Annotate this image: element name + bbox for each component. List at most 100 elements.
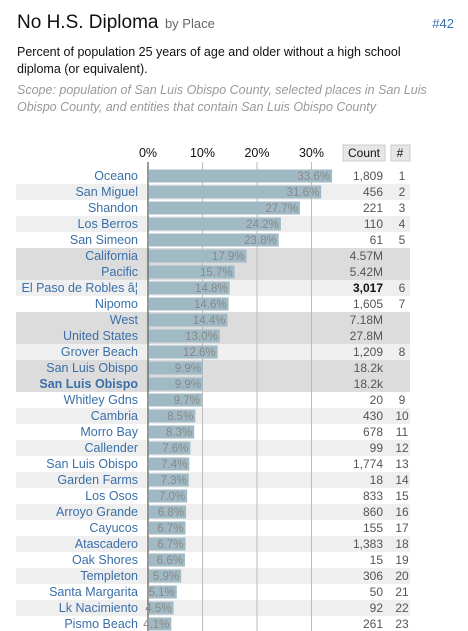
row-background xyxy=(16,408,410,424)
count-value: 50 xyxy=(370,585,384,599)
bar xyxy=(149,265,235,279)
bar-value-label: 27.7% xyxy=(265,203,298,215)
count-value: 4.57M xyxy=(350,249,383,263)
place-label: West xyxy=(110,313,139,327)
bar xyxy=(149,409,196,423)
count-value: 456 xyxy=(363,185,383,199)
place-label: Pismo Beach xyxy=(64,617,138,631)
bar-value-label: 9.9% xyxy=(175,363,201,375)
count-value: 20 xyxy=(370,393,384,407)
x-tick-label: 10% xyxy=(190,146,215,160)
place-label: Arroyo Grande xyxy=(56,505,138,519)
bar-value-label: 8.3% xyxy=(166,427,192,439)
place-label: California xyxy=(85,249,138,263)
count-header-box xyxy=(342,144,386,162)
place-label: Lk Nacimiento xyxy=(59,601,138,615)
bar-value-label: 12.6% xyxy=(183,347,216,359)
count-value: 5.42M xyxy=(350,265,383,279)
bar-value-label: 33.6% xyxy=(298,171,331,183)
bar xyxy=(149,169,333,183)
place-label: Shandon xyxy=(88,201,138,215)
place-label: Los Osos xyxy=(85,489,138,503)
bar xyxy=(149,505,187,519)
rank-value: 16 xyxy=(395,505,409,519)
rank-value: 13 xyxy=(395,457,409,471)
page-title: No H.S. Diploma xyxy=(17,12,159,33)
bar xyxy=(149,185,322,199)
bar-value-label: 7.0% xyxy=(159,491,185,503)
rank-column-header: # xyxy=(397,146,404,160)
bar xyxy=(149,345,218,359)
row-background xyxy=(16,440,410,456)
bar-value-label: 23.8% xyxy=(244,235,277,247)
bar-value-label: 7.4% xyxy=(161,459,187,471)
bar xyxy=(149,281,230,295)
count-value: 18.2k xyxy=(354,377,384,391)
bar xyxy=(149,457,190,471)
bar-value-label: 24.2% xyxy=(246,219,279,231)
place-label: Los Berros xyxy=(78,217,138,231)
bar xyxy=(149,361,203,375)
count-value: 1,774 xyxy=(353,457,383,471)
count-value: 1,605 xyxy=(353,297,383,311)
rank-value: 10 xyxy=(395,409,409,423)
count-value: 221 xyxy=(363,201,383,215)
place-label: Cambria xyxy=(91,409,138,423)
x-tick-label: 0% xyxy=(139,146,157,160)
rank-value: 9 xyxy=(399,393,406,407)
chart-description: Percent of population 25 years of age an… xyxy=(17,45,401,76)
bar xyxy=(149,329,220,343)
count-value: 92 xyxy=(370,601,384,615)
rank-value: 15 xyxy=(395,489,409,503)
bar xyxy=(149,537,186,551)
bar xyxy=(149,249,247,263)
place-label: Garden Farms xyxy=(57,473,138,487)
rank-value: 12 xyxy=(395,441,409,455)
bar-value-label: 9.9% xyxy=(175,379,201,391)
bar xyxy=(149,441,191,455)
place-label: San Luis Obispo xyxy=(39,377,138,391)
bar xyxy=(149,553,185,567)
place-label: San Luis Obispo xyxy=(46,361,138,375)
count-value: 110 xyxy=(364,217,383,231)
place-label: El Paso de Robles â¦ xyxy=(21,281,138,295)
count-value: 61 xyxy=(370,233,384,247)
bar-value-label: 6.7% xyxy=(157,539,183,551)
count-value: 27.8M xyxy=(350,329,383,343)
bar-value-label: 9.7% xyxy=(174,395,200,407)
count-value: 430 xyxy=(363,409,383,423)
place-label: Whitley Gdns xyxy=(64,393,138,407)
bar xyxy=(149,217,281,231)
bar-value-label: 5.1% xyxy=(149,587,175,599)
bar xyxy=(149,489,188,503)
bar-value-label: 6.7% xyxy=(157,523,183,535)
bar-value-label: 13.0% xyxy=(185,331,218,343)
rank-value: 4 xyxy=(399,217,406,231)
rank-value: 3 xyxy=(399,201,406,215)
rank-value: 6 xyxy=(399,281,406,295)
rank-value: 5 xyxy=(399,233,406,247)
place-label: United States xyxy=(63,329,138,343)
place-label: Pacific xyxy=(101,265,138,279)
bar xyxy=(149,601,174,615)
count-value: 3,017 xyxy=(353,281,383,295)
count-value: 860 xyxy=(363,505,383,519)
rank-value: 8 xyxy=(399,345,406,359)
count-value: 1,809 xyxy=(353,169,383,183)
rank-value: 7 xyxy=(399,297,406,311)
x-tick-label: 30% xyxy=(299,146,324,160)
rank-value: 1 xyxy=(399,169,406,183)
rank-value: 19 xyxy=(395,553,409,567)
count-value: 18.2k xyxy=(354,361,384,375)
bar-value-label: 6.6% xyxy=(157,555,183,567)
bar xyxy=(149,313,228,327)
rank-link[interactable]: #42 xyxy=(432,16,454,31)
place-label: San Miguel xyxy=(75,185,138,199)
count-value: 99 xyxy=(370,441,384,455)
count-value: 1,383 xyxy=(353,537,383,551)
place-label: Nipomo xyxy=(95,297,138,311)
bar xyxy=(149,377,203,391)
place-label: Santa Margarita xyxy=(49,585,138,599)
rank-value: 11 xyxy=(396,425,409,439)
bar-chart: 0% 10% 20% 30% Count # Oceano 33.6% 1,809 1 San Mi… xyxy=(16,144,411,631)
